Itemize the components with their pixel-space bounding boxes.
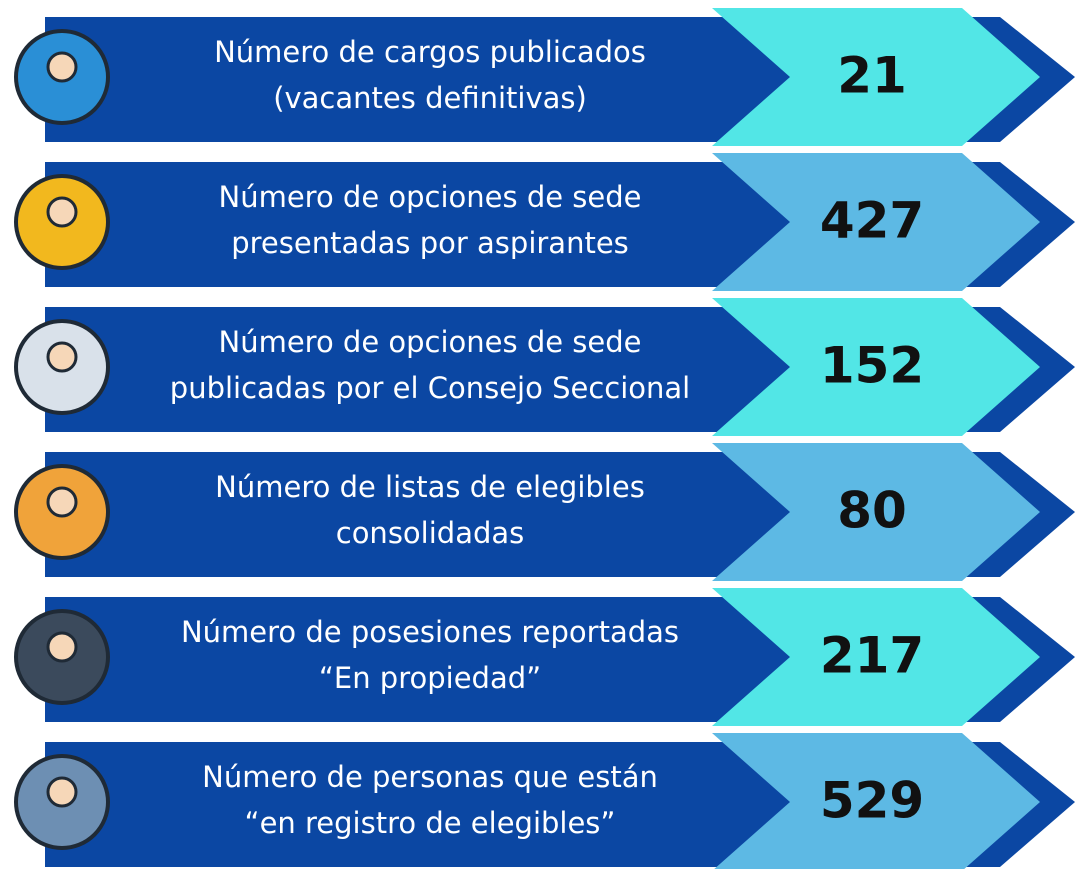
row: Número de cargos publicados (vacantes def… <box>16 8 1075 146</box>
row-value: 529 <box>820 772 924 830</box>
icon-detail <box>48 488 76 516</box>
row-label: Número de posesiones reportadas <box>181 615 679 649</box>
row-value: 21 <box>837 47 907 105</box>
row-label: Número de personas que están <box>202 760 658 794</box>
infographic: Número de cargos publicados (vacantes def… <box>0 0 1079 869</box>
icon-detail <box>48 53 76 81</box>
row: Número de posesiones reportadas “En propi… <box>16 588 1075 726</box>
icon-detail <box>48 198 76 226</box>
row-label: Número de opciones de sede <box>219 325 642 359</box>
row-value: 427 <box>820 192 924 250</box>
row-label: Número de cargos publicados <box>214 35 646 69</box>
row-value: 152 <box>820 337 924 395</box>
row: Número de opciones de sede presentadas po… <box>16 153 1075 291</box>
row-label: Número de listas de elegibles <box>215 470 645 504</box>
icon-detail <box>48 778 76 806</box>
row: Número de listas de elegibles consolidada… <box>16 443 1075 581</box>
row-label: “En propiedad” <box>319 661 541 695</box>
row-label: publicadas por el Consejo Seccional <box>170 371 690 405</box>
icon-detail <box>48 633 76 661</box>
row: Número de opciones de sede publicadas por… <box>16 298 1075 436</box>
icon-detail <box>48 343 76 371</box>
row-label: (vacantes definitivas) <box>273 81 587 115</box>
row-value: 80 <box>837 482 907 540</box>
row-label: consolidadas <box>336 516 525 550</box>
row: Número de personas que están “en registro… <box>16 733 1075 869</box>
row-value: 217 <box>820 627 924 685</box>
row-label: Número de opciones de sede <box>219 180 642 214</box>
row-label: presentadas por aspirantes <box>231 226 629 260</box>
row-label: “en registro de elegibles” <box>245 806 616 840</box>
